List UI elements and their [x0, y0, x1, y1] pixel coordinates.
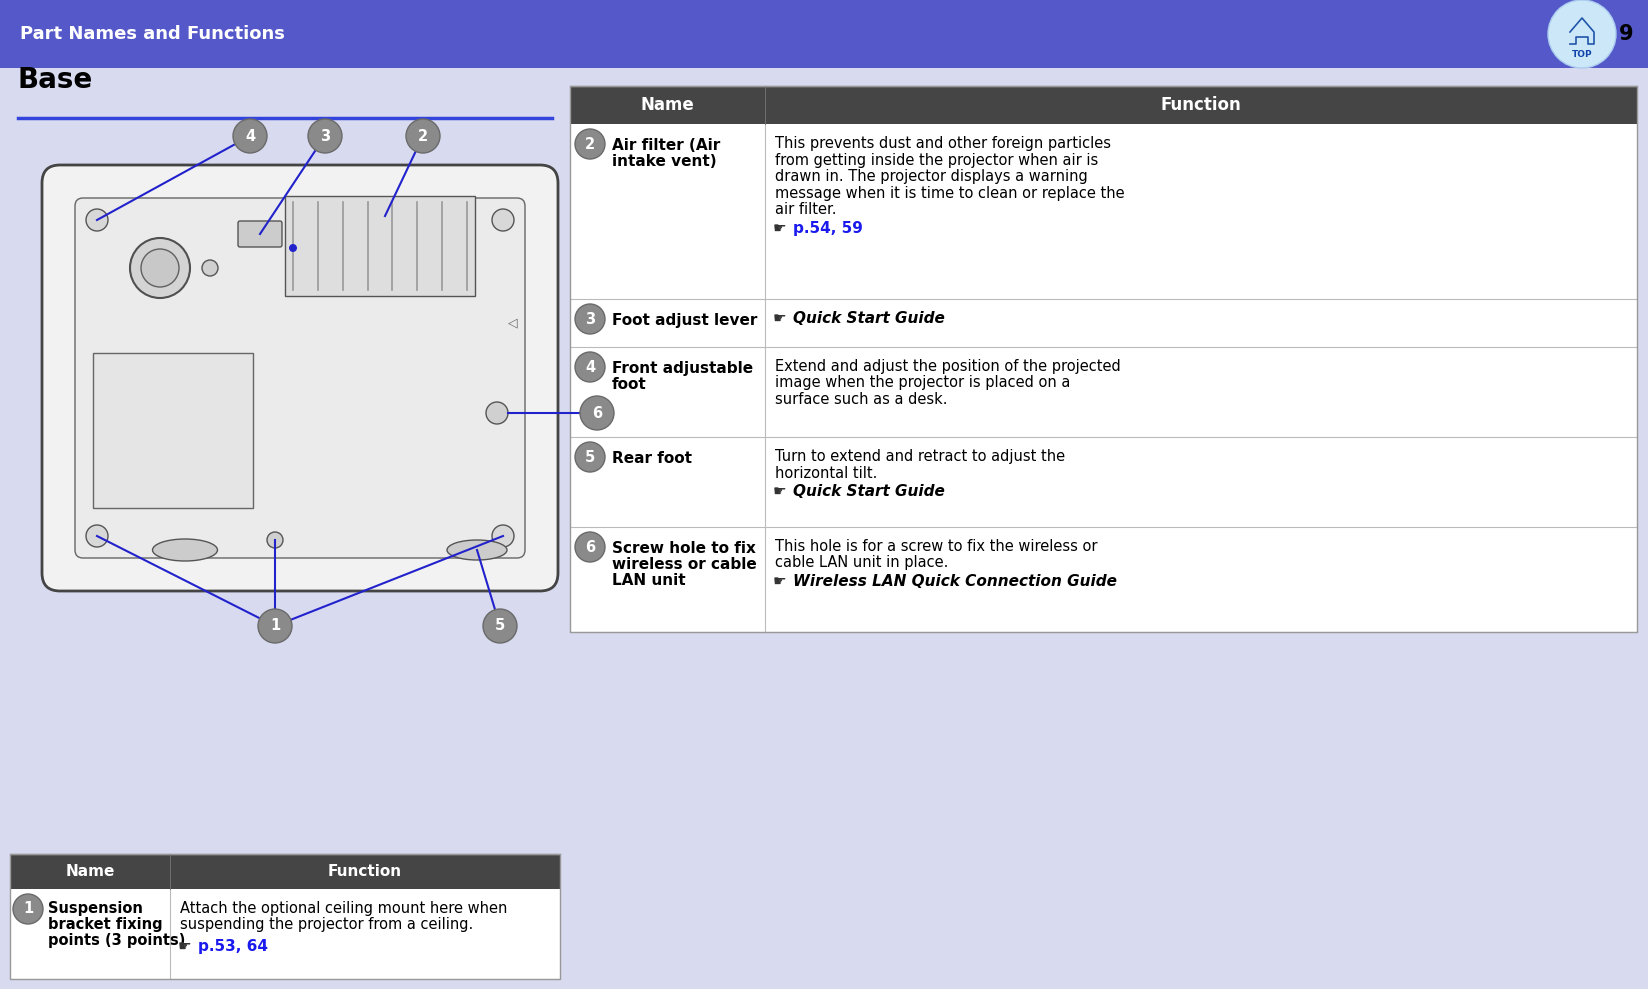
Circle shape [142, 249, 180, 287]
Text: Function: Function [1160, 96, 1241, 114]
Circle shape [130, 238, 190, 298]
Text: Base: Base [18, 66, 94, 94]
Circle shape [267, 532, 283, 548]
Circle shape [575, 129, 605, 159]
FancyBboxPatch shape [0, 0, 1648, 68]
Text: message when it is time to clean or replace the: message when it is time to clean or repl… [775, 186, 1124, 201]
Text: 6: 6 [592, 405, 602, 420]
Text: drawn in. The projector displays a warning: drawn in. The projector displays a warni… [775, 169, 1088, 184]
Text: Air filter (Air: Air filter (Air [611, 138, 720, 153]
Text: Screw hole to fix: Screw hole to fix [611, 541, 755, 556]
Circle shape [491, 209, 514, 231]
Text: 1: 1 [23, 902, 33, 917]
Circle shape [580, 396, 613, 430]
Text: 3: 3 [585, 312, 595, 326]
Text: wireless or cable: wireless or cable [611, 557, 756, 572]
Text: 3: 3 [320, 129, 330, 143]
Circle shape [308, 119, 341, 153]
Text: air filter.: air filter. [775, 202, 836, 217]
Ellipse shape [447, 540, 506, 560]
FancyBboxPatch shape [92, 353, 252, 508]
Text: 1: 1 [270, 618, 280, 634]
Text: TOP: TOP [1571, 49, 1592, 58]
Circle shape [575, 304, 605, 334]
Text: Suspension: Suspension [48, 901, 143, 916]
Text: Front adjustable: Front adjustable [611, 361, 753, 376]
Circle shape [257, 609, 292, 643]
Text: 4: 4 [585, 359, 595, 375]
FancyBboxPatch shape [74, 198, 524, 558]
Text: ☛: ☛ [773, 311, 786, 326]
Circle shape [201, 260, 218, 276]
Text: surface such as a desk.: surface such as a desk. [775, 392, 948, 407]
Circle shape [575, 352, 605, 382]
Text: Wireless LAN Quick Connection Guide: Wireless LAN Quick Connection Guide [793, 574, 1116, 589]
Text: points (3 points): points (3 points) [48, 933, 185, 948]
Text: ☛: ☛ [178, 939, 191, 954]
Text: 2: 2 [585, 136, 595, 151]
Circle shape [483, 609, 517, 643]
Text: Extend and adjust the position of the projected: Extend and adjust the position of the pr… [775, 359, 1121, 374]
FancyBboxPatch shape [41, 165, 557, 591]
FancyBboxPatch shape [570, 86, 1636, 124]
Circle shape [288, 244, 297, 252]
Text: ☛: ☛ [773, 484, 786, 499]
FancyBboxPatch shape [0, 68, 1648, 989]
Text: ◁: ◁ [508, 316, 517, 329]
Text: from getting inside the projector when air is: from getting inside the projector when a… [775, 152, 1098, 167]
Text: LAN unit: LAN unit [611, 573, 686, 588]
Text: Quick Start Guide: Quick Start Guide [793, 311, 944, 326]
Circle shape [575, 442, 605, 472]
Text: ☛: ☛ [773, 221, 786, 235]
Text: intake vent): intake vent) [611, 154, 717, 169]
Text: Quick Start Guide: Quick Start Guide [793, 484, 944, 499]
Text: This prevents dust and other foreign particles: This prevents dust and other foreign par… [775, 136, 1111, 151]
Text: bracket fixing: bracket fixing [48, 917, 163, 932]
Text: suspending the projector from a ceiling.: suspending the projector from a ceiling. [180, 917, 473, 932]
FancyBboxPatch shape [10, 854, 560, 889]
Text: Part Names and Functions: Part Names and Functions [20, 25, 285, 43]
FancyBboxPatch shape [10, 889, 560, 979]
FancyBboxPatch shape [285, 196, 475, 296]
Text: Attach the optional ceiling mount here when: Attach the optional ceiling mount here w… [180, 901, 508, 916]
Text: ☛: ☛ [773, 574, 786, 589]
Circle shape [1547, 0, 1615, 68]
Text: Rear foot: Rear foot [611, 451, 692, 466]
Text: horizontal tilt.: horizontal tilt. [775, 466, 877, 481]
Text: 5: 5 [494, 618, 504, 634]
Text: 6: 6 [585, 540, 595, 555]
Circle shape [486, 402, 508, 424]
Text: Name: Name [66, 864, 115, 879]
Text: foot: foot [611, 377, 646, 392]
Circle shape [86, 525, 107, 547]
FancyBboxPatch shape [570, 299, 1636, 347]
Circle shape [232, 119, 267, 153]
Text: 9: 9 [1618, 24, 1633, 44]
Circle shape [405, 119, 440, 153]
Text: p.54, 59: p.54, 59 [793, 221, 862, 235]
FancyBboxPatch shape [237, 221, 282, 247]
Circle shape [86, 209, 107, 231]
Circle shape [13, 894, 43, 924]
FancyBboxPatch shape [570, 124, 1636, 299]
Text: Turn to extend and retract to adjust the: Turn to extend and retract to adjust the [775, 449, 1065, 464]
Ellipse shape [152, 539, 218, 561]
Text: Name: Name [639, 96, 694, 114]
Text: This hole is for a screw to fix the wireless or: This hole is for a screw to fix the wire… [775, 539, 1098, 554]
Text: 5: 5 [585, 449, 595, 465]
Text: p.53, 64: p.53, 64 [198, 939, 269, 954]
FancyBboxPatch shape [570, 347, 1636, 437]
Text: cable LAN unit in place.: cable LAN unit in place. [775, 556, 948, 571]
Text: 4: 4 [246, 129, 255, 143]
Text: image when the projector is placed on a: image when the projector is placed on a [775, 376, 1070, 391]
Text: Foot adjust lever: Foot adjust lever [611, 313, 756, 328]
Text: Function: Function [328, 864, 402, 879]
Circle shape [491, 525, 514, 547]
Text: 2: 2 [417, 129, 428, 143]
Circle shape [575, 532, 605, 562]
FancyBboxPatch shape [570, 437, 1636, 527]
FancyBboxPatch shape [570, 527, 1636, 632]
